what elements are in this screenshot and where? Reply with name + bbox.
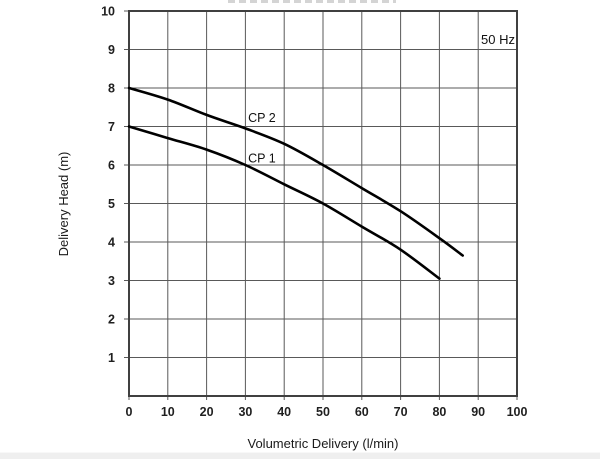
x-tick-label: 0 bbox=[126, 405, 133, 419]
y-tick-label: 4 bbox=[108, 236, 115, 250]
x-tick-label: 90 bbox=[471, 405, 485, 419]
page-edge-strip bbox=[0, 452, 600, 459]
y-tick-label: 9 bbox=[108, 43, 115, 57]
y-axis-title: Delivery Head (m) bbox=[56, 151, 71, 257]
x-tick-label: 70 bbox=[394, 405, 408, 419]
cutoff-title-remnant bbox=[228, 0, 396, 3]
y-tick-label: 1 bbox=[108, 351, 115, 365]
y-tick-label: 8 bbox=[108, 82, 115, 96]
frequency-label: 50 Hz bbox=[481, 32, 515, 47]
plot-border bbox=[128, 10, 518, 397]
series-label-cp-2: CP 2 bbox=[248, 111, 276, 125]
y-tick-label: 7 bbox=[108, 120, 115, 134]
series-label-cp-1: CP 1 bbox=[248, 152, 276, 166]
curve-cp-1 bbox=[127, 125, 441, 280]
x-axis-title: Volumetric Delivery (l/min) bbox=[247, 436, 399, 451]
x-tick-label: 10 bbox=[161, 405, 175, 419]
y-tick-label: 5 bbox=[108, 197, 115, 211]
y-tick-label: 3 bbox=[108, 274, 115, 288]
x-tick-label: 30 bbox=[238, 405, 252, 419]
x-tick-label: 80 bbox=[432, 405, 446, 419]
y-tick-label: 10 bbox=[101, 5, 115, 19]
x-tick-label: 20 bbox=[200, 405, 214, 419]
x-tick-label: 50 bbox=[316, 405, 330, 419]
y-tick-label: 6 bbox=[108, 159, 115, 173]
x-tick-label: 60 bbox=[355, 405, 369, 419]
x-tick-label: 100 bbox=[507, 405, 528, 419]
x-tick-label: 40 bbox=[277, 405, 291, 419]
y-tick-label: 2 bbox=[108, 313, 115, 327]
curve-cp-2 bbox=[127, 86, 464, 257]
